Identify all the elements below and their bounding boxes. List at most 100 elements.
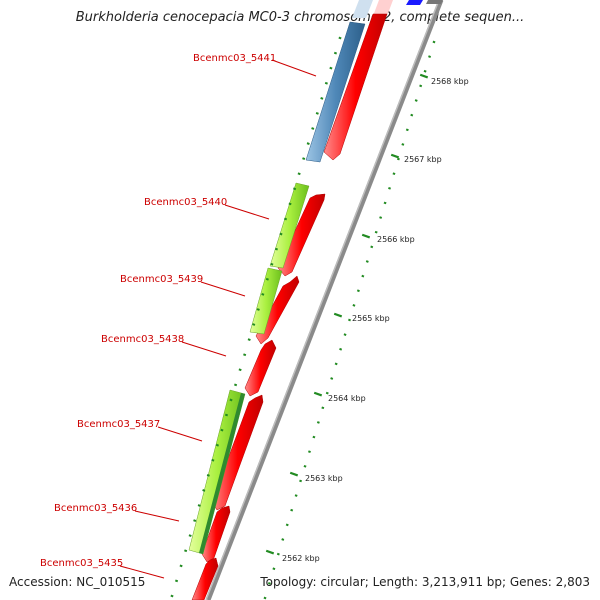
track-dot bbox=[184, 549, 188, 553]
forward-gene[interactable] bbox=[277, 193, 326, 277]
scale-major-tick bbox=[289, 471, 299, 477]
track-dot bbox=[285, 523, 289, 527]
track-dot bbox=[224, 413, 229, 417]
track-dot bbox=[281, 538, 285, 541]
track-dot bbox=[320, 96, 324, 100]
track-dot bbox=[293, 187, 297, 191]
forward-gene[interactable] bbox=[191, 557, 219, 600]
track-dot bbox=[299, 479, 303, 483]
scale-major-tick bbox=[390, 153, 400, 159]
reverse-gene[interactable] bbox=[249, 267, 283, 335]
scale-label: 2563 kbp bbox=[305, 474, 343, 483]
track-dot bbox=[334, 362, 338, 366]
map-title: Burkholderia cenocepacia MC0-3 chromosom… bbox=[75, 10, 525, 25]
reverse-gene[interactable] bbox=[269, 182, 310, 269]
leader-line bbox=[181, 341, 227, 357]
scale-major-tick bbox=[333, 312, 343, 318]
scale-label: 2568 kbp bbox=[431, 77, 469, 86]
track-dot bbox=[312, 435, 316, 439]
track-dot bbox=[265, 277, 269, 281]
scale-label: 2565 kbp bbox=[352, 314, 390, 323]
scale-label: 2564 kbp bbox=[328, 394, 366, 403]
track-dot bbox=[432, 40, 436, 44]
track-dot bbox=[374, 230, 378, 234]
track-dot bbox=[238, 368, 242, 372]
track-dot bbox=[306, 142, 310, 145]
track-dot bbox=[330, 377, 334, 380]
track-dot bbox=[297, 172, 301, 176]
track-dot bbox=[410, 113, 414, 117]
track-dot bbox=[333, 51, 338, 55]
gene-label[interactable]: Bcenmc03_5438 bbox=[101, 334, 184, 345]
track-dot bbox=[388, 186, 391, 190]
gene-label[interactable]: Bcenmc03_5441 bbox=[193, 53, 276, 64]
track-dot bbox=[179, 564, 183, 568]
track-dot bbox=[247, 338, 251, 342]
leader-line bbox=[271, 59, 317, 77]
scale-major-tick bbox=[419, 73, 429, 79]
gene-label[interactable]: Bcenmc03_5436 bbox=[54, 503, 137, 514]
scale-label: 2566 kbp bbox=[377, 235, 415, 244]
steel-gene[interactable] bbox=[305, 21, 366, 163]
gene-label[interactable]: Bcenmc03_5439 bbox=[120, 274, 203, 285]
scale-major-tick bbox=[361, 233, 371, 239]
inner-dot-track bbox=[170, 36, 342, 598]
forward-gene[interactable] bbox=[211, 394, 264, 511]
track-dot bbox=[352, 304, 356, 307]
track-dot bbox=[401, 143, 405, 146]
track-dot bbox=[348, 318, 351, 322]
track-dot bbox=[202, 489, 206, 492]
track-dot bbox=[188, 534, 192, 538]
track-dot bbox=[303, 464, 307, 468]
track-dot bbox=[379, 216, 383, 219]
genome-stats-text: Topology: circular; Length: 3,213,911 bp… bbox=[260, 575, 590, 589]
track-dot bbox=[174, 579, 179, 583]
gene-label[interactable]: Bcenmc03_5437 bbox=[77, 419, 160, 430]
backbone-highlight bbox=[205, 0, 440, 600]
track-dot bbox=[396, 157, 400, 161]
gene-label[interactable]: Bcenmc03_5440 bbox=[144, 197, 227, 208]
track-dot bbox=[256, 308, 260, 311]
track-dot bbox=[234, 383, 238, 387]
forward-gene[interactable] bbox=[244, 339, 277, 397]
gray-gene-top[interactable] bbox=[426, 0, 443, 4]
track-dot bbox=[243, 353, 247, 357]
leader-line bbox=[157, 426, 203, 442]
track-dot bbox=[339, 347, 343, 351]
track-dot bbox=[343, 333, 347, 336]
track-dot bbox=[361, 274, 365, 278]
faded-red-gene-top[interactable] bbox=[373, 0, 393, 16]
track-dot bbox=[294, 494, 298, 497]
track-dot bbox=[263, 596, 267, 600]
track-dot bbox=[423, 69, 427, 73]
track-dot bbox=[261, 292, 265, 296]
reverse-gene-shadow bbox=[199, 393, 245, 554]
track-dot bbox=[316, 421, 320, 424]
track-dot bbox=[356, 289, 360, 293]
forward-gene[interactable] bbox=[255, 275, 300, 345]
scale-major-tick bbox=[265, 549, 275, 555]
track-dot bbox=[211, 458, 215, 462]
track-dot bbox=[370, 245, 374, 249]
leader-line bbox=[119, 565, 165, 579]
track-dot bbox=[325, 391, 329, 395]
track-dot bbox=[288, 202, 292, 206]
gene-label[interactable]: Bcenmc03_5435 bbox=[40, 558, 123, 569]
track-dot bbox=[308, 450, 311, 454]
forward-gene[interactable] bbox=[323, 13, 388, 161]
track-dot bbox=[324, 81, 328, 85]
scale-major-ticks bbox=[265, 73, 429, 555]
track-dot bbox=[392, 172, 396, 176]
scale-label: 2562 kbp bbox=[282, 554, 320, 563]
track-dot bbox=[290, 508, 294, 512]
faded-steel-gene-top[interactable] bbox=[352, 0, 373, 18]
track-dot bbox=[329, 66, 333, 70]
track-dot bbox=[197, 504, 201, 507]
track-dot bbox=[302, 157, 306, 161]
track-dot bbox=[365, 260, 369, 263]
leader-lines bbox=[119, 59, 317, 579]
track-dot bbox=[267, 582, 271, 585]
track-dot bbox=[383, 201, 387, 205]
blue-gene-top[interactable] bbox=[406, 0, 423, 5]
